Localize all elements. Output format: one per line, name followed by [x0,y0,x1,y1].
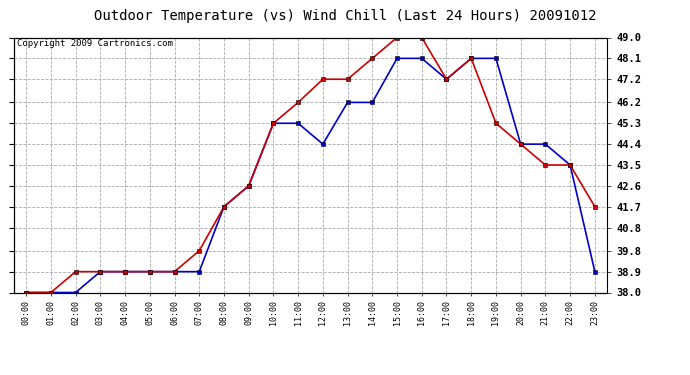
Text: Copyright 2009 Cartronics.com: Copyright 2009 Cartronics.com [17,39,172,48]
Text: Outdoor Temperature (vs) Wind Chill (Last 24 Hours) 20091012: Outdoor Temperature (vs) Wind Chill (Las… [94,9,596,23]
